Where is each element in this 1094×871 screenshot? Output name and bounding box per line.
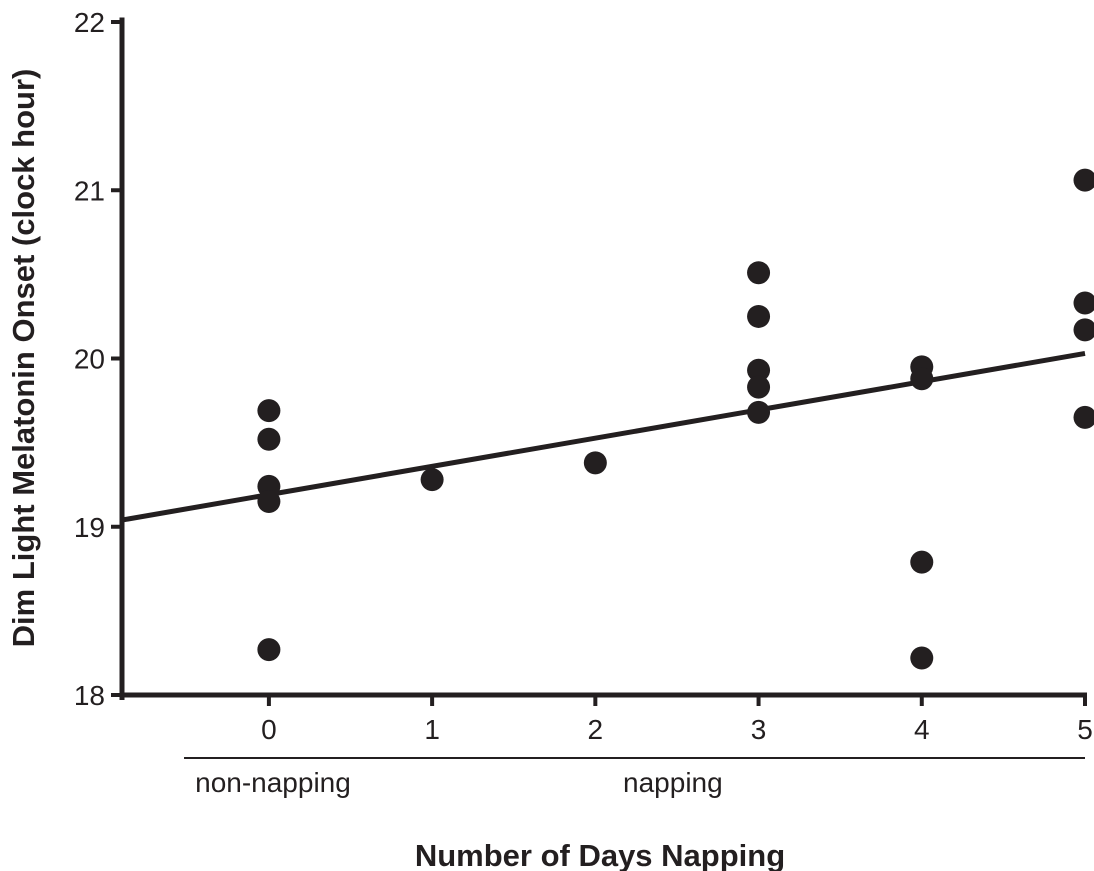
data-points — [257, 168, 1094, 670]
group-labels: non-napping napping — [184, 757, 1085, 798]
y-tick-label: 18 — [74, 680, 105, 711]
data-point — [1073, 405, 1094, 429]
x-tick-label: 2 — [588, 714, 604, 745]
data-point — [747, 304, 771, 328]
data-point — [910, 550, 934, 574]
y-axis-title: Dim Light Melatonin Onset (clock hour) — [6, 69, 41, 648]
data-point — [1073, 291, 1094, 315]
data-point — [747, 358, 771, 382]
data-point — [910, 367, 934, 391]
axes — [111, 17, 1087, 706]
x-tick-label: 1 — [424, 714, 440, 745]
y-tick-label: 19 — [74, 512, 105, 543]
x-tick-label: 4 — [914, 714, 930, 745]
data-point — [583, 451, 607, 475]
y-tick-label: 21 — [74, 175, 105, 206]
x-axis-title: Number of Days Napping — [415, 838, 785, 871]
data-point — [420, 468, 444, 492]
data-point — [257, 490, 281, 514]
data-point — [1073, 318, 1094, 342]
tick-labels: 18 19 20 21 22 0 1 2 3 4 5 — [74, 7, 1093, 745]
y-tick-label: 22 — [74, 7, 105, 38]
data-point — [257, 638, 281, 662]
data-point — [257, 427, 281, 451]
data-point — [257, 399, 281, 423]
x-tick-label: 0 — [261, 714, 277, 745]
data-point — [1073, 168, 1094, 192]
data-point — [747, 400, 771, 424]
data-point — [747, 375, 771, 399]
data-point — [747, 261, 771, 285]
y-tick-label: 20 — [74, 344, 105, 375]
group-label: napping — [623, 767, 723, 798]
x-tick-label: 5 — [1077, 714, 1093, 745]
x-tick-label: 3 — [751, 714, 767, 745]
data-point — [910, 646, 934, 670]
group-label: non-napping — [195, 767, 351, 798]
